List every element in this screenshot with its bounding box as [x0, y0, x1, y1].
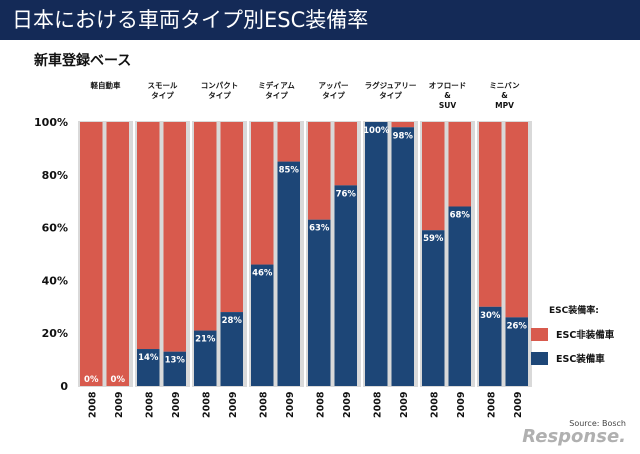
group-label: オフロード: [429, 81, 467, 90]
data-label: 98%: [393, 131, 414, 141]
chart-title: 日本における車両タイプ別ESC装備率: [12, 8, 369, 32]
x-tick-year: 2009: [171, 392, 182, 418]
legend-swatch: [531, 352, 548, 365]
group-label: ラグジュアリー: [365, 80, 417, 90]
bar-not-equipped: [391, 122, 414, 128]
bar-equipped: [194, 330, 217, 386]
source-note: Source: Bosch: [569, 419, 626, 428]
bar-not-equipped: [308, 122, 331, 220]
bar-equipped: [391, 127, 414, 386]
group-label: コンパクト: [201, 80, 239, 90]
legend-title: ESC装備率:: [549, 304, 599, 316]
group-label: &: [501, 91, 508, 100]
bar-equipped: [422, 230, 445, 386]
data-label: 28%: [222, 316, 243, 326]
x-tick-year: 2009: [285, 392, 296, 418]
bar-equipped: [137, 349, 160, 386]
bar-not-equipped: [251, 122, 274, 265]
group-label: &: [444, 91, 451, 100]
x-tick-year: 2008: [201, 391, 212, 418]
data-label: 59%: [423, 234, 444, 244]
group-label: タイプ: [151, 90, 174, 100]
data-label: 63%: [309, 224, 330, 234]
y-tick-label: 0: [60, 380, 68, 393]
data-label: 46%: [252, 269, 273, 279]
bar-equipped: [479, 306, 502, 386]
x-tick-year: 2008: [429, 391, 440, 418]
x-tick-year: 2009: [114, 392, 125, 418]
bar-equipped: [277, 161, 300, 386]
data-label: 85%: [279, 166, 300, 176]
bar-not-equipped: [422, 122, 445, 231]
bar-equipped: [163, 351, 186, 386]
x-tick-year: 2008: [144, 391, 155, 418]
bar-not-equipped: [479, 122, 502, 307]
group-label: SUV: [439, 101, 456, 110]
legend-label: ESC非装備車: [556, 329, 615, 341]
y-tick-label: 80%: [42, 169, 68, 182]
x-tick-year: 2009: [342, 392, 353, 418]
data-label: 76%: [336, 189, 357, 199]
bar-not-equipped: [137, 122, 160, 350]
group-label: スモール: [148, 81, 178, 90]
bar-not-equipped: [220, 122, 243, 313]
group-label: タイプ: [322, 90, 345, 100]
group-label: ミディアム: [258, 80, 295, 90]
bar-equipped: [220, 312, 243, 386]
bar-not-equipped: [277, 122, 300, 162]
bar-not-equipped: [80, 122, 103, 386]
legend-label: ESC装備車: [556, 353, 605, 365]
group-label: タイプ: [379, 90, 402, 100]
group-label: タイプ: [208, 90, 231, 100]
group-label: アッパー: [319, 80, 349, 90]
y-tick-label: 100%: [34, 116, 68, 129]
x-tick-year: 2009: [228, 392, 239, 418]
data-label: 26%: [507, 321, 528, 331]
group-label: ミニバン: [489, 81, 520, 90]
bar-not-equipped: [505, 122, 528, 318]
data-label: 0%: [84, 375, 99, 385]
y-tick-label: 60%: [42, 222, 68, 235]
data-label: 68%: [450, 210, 471, 220]
x-tick-year: 2008: [315, 391, 326, 418]
bar-not-equipped: [106, 122, 129, 386]
x-tick-year: 2008: [372, 391, 383, 418]
bar-not-equipped: [194, 122, 217, 331]
data-label: 14%: [138, 353, 159, 363]
x-tick-year: 2009: [456, 392, 467, 418]
x-tick-year: 2008: [87, 391, 98, 418]
data-label: 13%: [165, 356, 186, 366]
bar-equipped: [308, 219, 331, 386]
title-bar: 日本における車両タイプ別ESC装備率: [0, 0, 640, 40]
x-tick-year: 2008: [258, 391, 269, 418]
data-label: 21%: [195, 335, 216, 345]
x-tick-year: 2009: [399, 392, 410, 418]
bar-equipped: [505, 317, 528, 386]
y-tick-label: 40%: [42, 274, 68, 287]
data-label: 30%: [480, 311, 501, 321]
y-tick-label: 20%: [42, 327, 68, 340]
x-tick-year: 2008: [486, 391, 497, 418]
x-tick-year: 2009: [513, 392, 524, 418]
bar-equipped: [365, 122, 388, 386]
chart-subtitle: 新車登録ベース: [34, 53, 132, 69]
bar-not-equipped: [448, 122, 471, 207]
bar-not-equipped: [163, 122, 186, 352]
bar-not-equipped: [334, 122, 357, 186]
group-label: MPV: [495, 101, 514, 110]
bar-equipped: [334, 185, 357, 386]
group-label: 軽自動車: [91, 80, 121, 90]
data-label: 100%: [363, 126, 390, 136]
group-label: タイプ: [265, 90, 288, 100]
bar-equipped: [251, 264, 274, 386]
data-label: 0%: [111, 375, 126, 385]
bar-equipped: [448, 206, 471, 386]
response-logo: Response.: [522, 426, 626, 447]
legend-swatch: [531, 328, 548, 341]
